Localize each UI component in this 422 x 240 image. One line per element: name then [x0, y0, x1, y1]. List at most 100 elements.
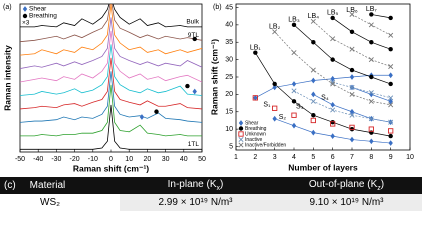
annotation: LB₁: [250, 44, 262, 51]
marker: [330, 57, 335, 62]
marker: [238, 142, 244, 148]
x-tick-label: 5: [311, 154, 315, 161]
series-line: [20, 57, 202, 110]
marker: [311, 91, 316, 98]
marker: [291, 88, 297, 94]
marker: [368, 116, 374, 122]
marker: [252, 95, 258, 101]
note: ×3: [22, 20, 30, 27]
marker: [310, 98, 316, 104]
marker: [349, 46, 355, 52]
plot-area: [252, 11, 394, 146]
marker: [349, 84, 355, 90]
legend-label: Shear: [245, 120, 259, 126]
marker: [272, 84, 277, 91]
y-axis-label: Raman shift (cm⁻¹): [209, 39, 219, 115]
marker: [349, 11, 355, 17]
x-tick-label: 0: [109, 156, 113, 163]
marker: [311, 77, 316, 84]
marker: [330, 101, 335, 108]
marker: [349, 74, 355, 80]
marker: [253, 94, 258, 101]
x-tick-label: -50: [15, 156, 25, 163]
marker: [349, 29, 355, 35]
marker: [291, 22, 297, 28]
marker: [388, 15, 393, 21]
marker: [330, 121, 336, 127]
panel-label: (b): [213, 4, 222, 11]
legend-label: Unknown: [245, 131, 266, 137]
marker: [349, 108, 355, 115]
marker: [330, 75, 335, 82]
series-line: [20, 17, 202, 69]
series-line: [255, 14, 391, 137]
y-tick-label: 40: [225, 22, 233, 29]
marker: [349, 136, 355, 143]
annotation: LB₇: [366, 6, 378, 13]
series-line: [293, 81, 391, 123]
x-axis-label: Raman shift (cm⁻¹): [73, 163, 149, 173]
marker: [388, 98, 393, 105]
annotation: LB₃: [288, 16, 300, 23]
marker: [349, 126, 355, 132]
series-line: [20, 104, 202, 150]
series-line: [20, 4, 202, 28]
marker: [238, 131, 244, 137]
marker: [272, 115, 277, 122]
x-tick-label: 3: [273, 154, 277, 161]
marker: [330, 81, 336, 87]
header-text: In-plane (K: [167, 179, 217, 190]
marker: [22, 6, 28, 12]
annotation: S₃: [296, 103, 304, 110]
x-tick-label: -10: [88, 156, 98, 163]
x-tick-label: -30: [51, 156, 61, 163]
series-line: [20, 4, 202, 43]
marker: [388, 133, 393, 139]
y-tick-label: 35: [225, 39, 233, 46]
legend-label: Breathing: [245, 126, 267, 132]
y-tick-label: 25: [225, 74, 233, 81]
header-cell: (c) Material: [0, 180, 120, 191]
header-sub: z: [377, 185, 381, 192]
marker: [388, 32, 394, 38]
marker: [388, 95, 394, 101]
marker: [139, 114, 145, 120]
table: (c) Material In-plane (Kx) Out-of-plane (…: [0, 177, 422, 211]
x-tick-label: 10: [406, 154, 414, 161]
header-sub: x: [216, 185, 221, 192]
marker: [22, 13, 28, 19]
table-header: (c) Material In-plane (Kx) Out-of-plane (…: [0, 177, 422, 194]
series-line: [20, 44, 202, 96]
legend-label: Shear: [29, 6, 47, 13]
marker: [388, 46, 393, 52]
marker: [388, 128, 394, 134]
marker: [238, 136, 244, 143]
x-tick-label: 2: [253, 154, 257, 161]
series-line: [20, 71, 202, 123]
series-line: [20, 4, 202, 56]
series-label: 9TL: [188, 32, 200, 39]
header-text: Out-of-plane (K: [308, 179, 378, 190]
marker: [192, 88, 197, 95]
panel-label: (a): [3, 4, 12, 11]
x-tick-label: 9: [389, 154, 393, 161]
panel-label: (c): [4, 180, 16, 191]
header-cell: Out-of-plane (Kz): [271, 179, 422, 192]
annotation: LB₆: [346, 7, 358, 14]
marker: [369, 40, 374, 45]
cell: 9.10 × 10¹⁹ N/m³: [271, 194, 422, 211]
annotation: S₄: [321, 95, 329, 102]
marker: [238, 126, 244, 131]
table-row: WS₂ 2.99 × 10¹⁹ N/m³ 9.10 × 10¹⁹ N/m³: [0, 194, 422, 211]
marker: [185, 83, 190, 89]
figure: (a) -50 -40 -30 -20 -10 0 10 20 30 40 50 Raman shift…: [2, 3, 414, 173]
plot-area: [20, 4, 202, 150]
marker: [388, 119, 394, 125]
marker: [272, 81, 277, 87]
marker: [349, 67, 355, 73]
x-tick-label: 1: [234, 154, 238, 161]
marker: [330, 107, 336, 113]
header-text: Material: [29, 180, 66, 191]
page: (a) -50 -40 -30 -20 -10 0 10 20 30 40 50 Raman shift…: [0, 3, 422, 211]
marker: [272, 29, 278, 35]
